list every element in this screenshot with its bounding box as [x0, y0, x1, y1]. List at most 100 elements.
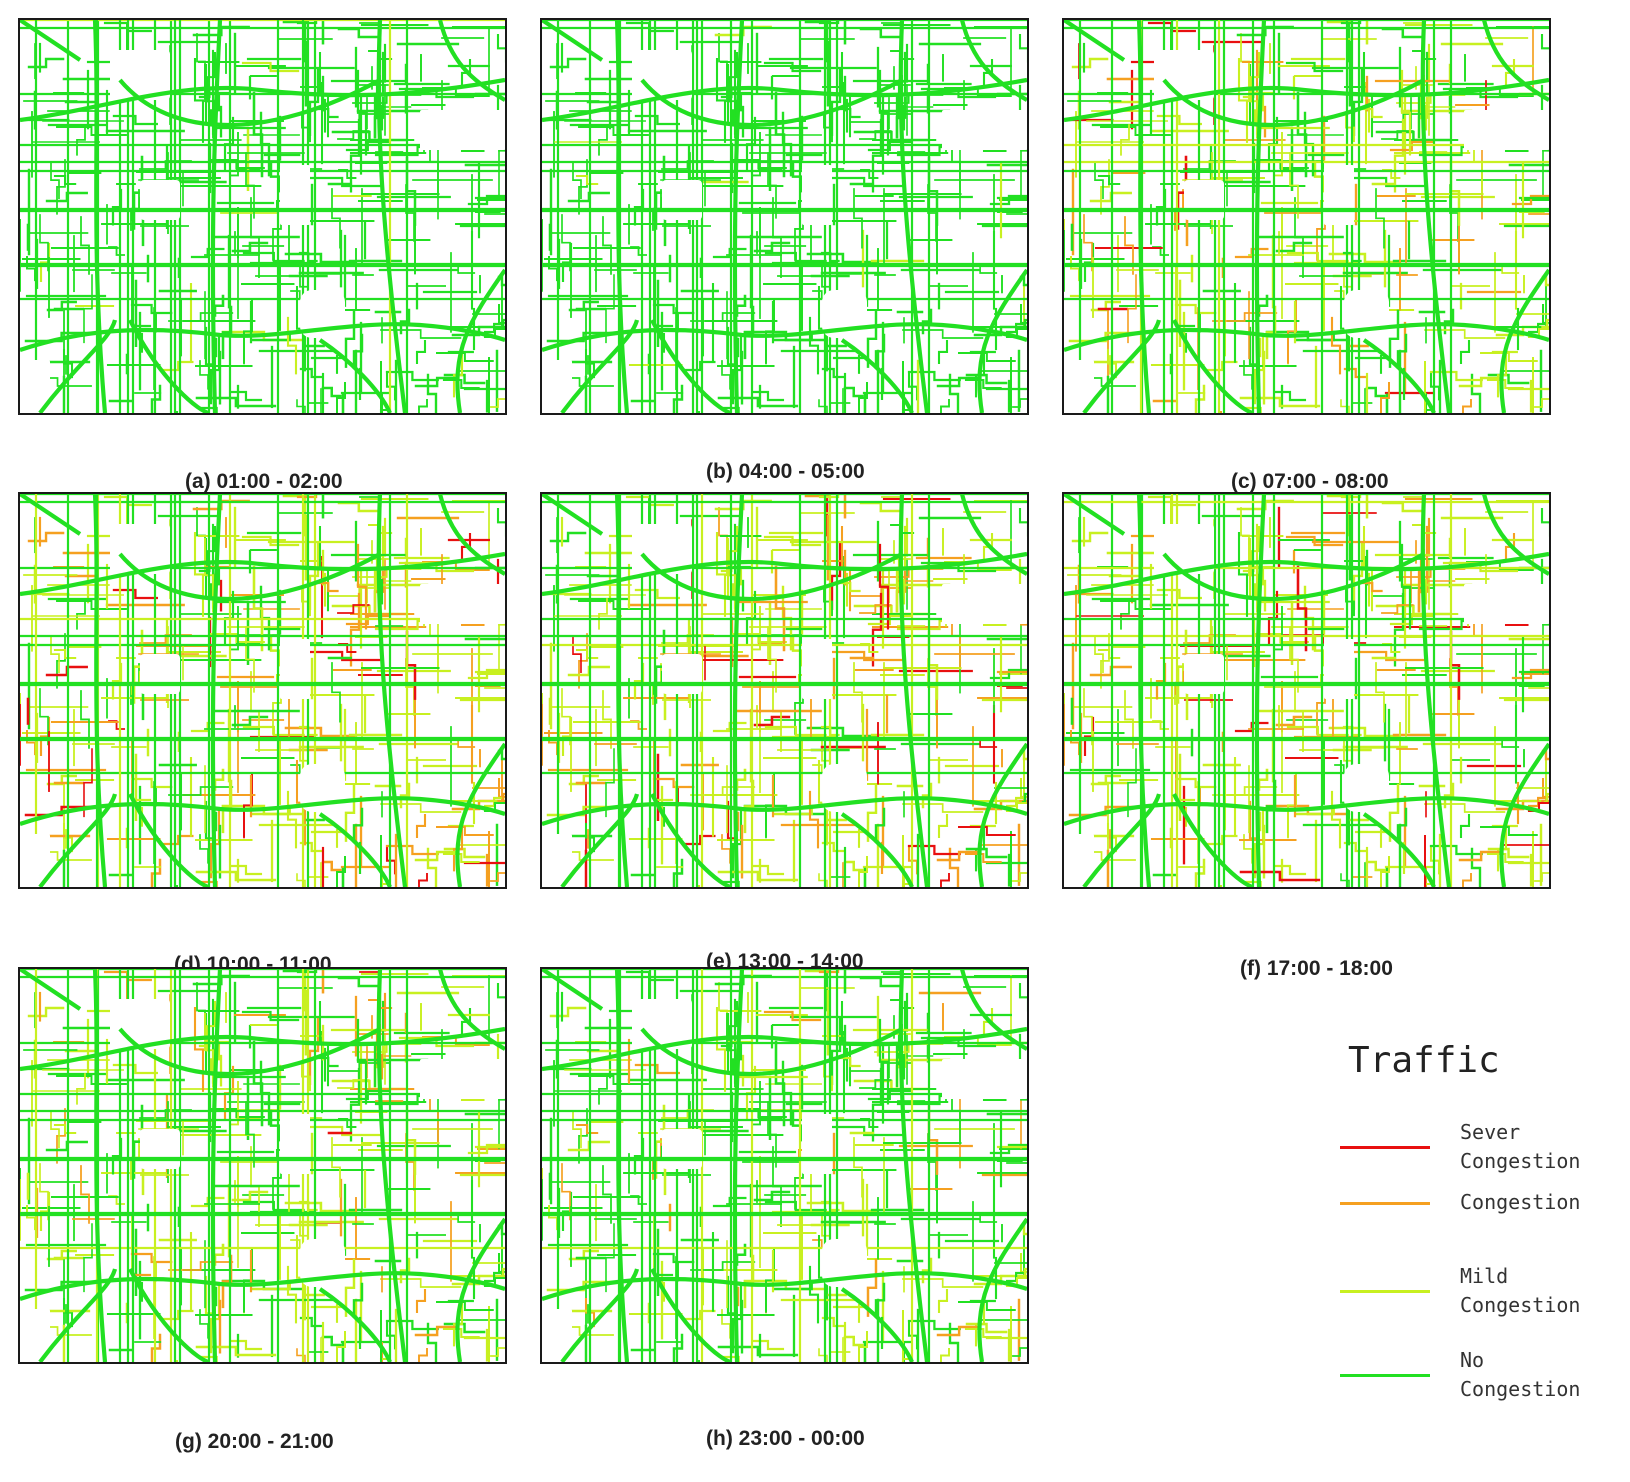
road-segment: [578, 126, 649, 136]
road-segment: [818, 873, 828, 887]
arterial-road: [542, 796, 1027, 826]
road-map-f: [1062, 492, 1551, 889]
road-segment: [296, 399, 306, 413]
road-segment: [45, 1140, 88, 1152]
road-segment: [1071, 531, 1109, 543]
road-segment: [162, 1309, 194, 1321]
road-segment: [548, 256, 558, 282]
road-segment: [690, 786, 756, 796]
road-segment: [241, 61, 300, 73]
road-segment: [767, 1101, 777, 1168]
road-segment: [729, 1107, 787, 1119]
open-area: [942, 1059, 1027, 1099]
road-segment: [299, 1316, 324, 1328]
road-segment: [436, 826, 494, 836]
open-area: [822, 764, 867, 812]
road-segment: [426, 847, 438, 887]
road-segment: [958, 352, 1016, 362]
arterial-road: [318, 338, 392, 413]
road-segment: [299, 367, 324, 379]
road-segment: [39, 688, 49, 746]
road-segment: [839, 581, 861, 593]
road-segment: [53, 174, 77, 186]
road-segment: [853, 1137, 863, 1198]
legend-label-severe: Sever Congestion: [1460, 1120, 1581, 1173]
road-segment: [1375, 662, 1385, 723]
road-segment: [602, 216, 612, 275]
road-segment: [193, 57, 205, 143]
road-segment: [859, 27, 902, 39]
road-segment: [207, 1107, 265, 1119]
road-segment: [1083, 688, 1093, 746]
road-map-b: [540, 18, 1029, 415]
road-segment: [168, 1261, 234, 1271]
road-segment: [561, 688, 571, 746]
road-segment: [715, 531, 727, 617]
road-segment: [598, 598, 608, 630]
road-segment: [1486, 378, 1524, 390]
road-segment: [859, 130, 892, 140]
road-segment: [1070, 730, 1080, 756]
road-segment: [1097, 648, 1121, 660]
arterial-road: [840, 338, 914, 413]
road-map-h: [540, 967, 1029, 1364]
road-segment: [245, 626, 255, 693]
road-segment: [858, 856, 868, 887]
road-segment: [729, 632, 787, 644]
road-segment: [56, 600, 127, 610]
arterial-road: [840, 812, 914, 887]
road-segment: [321, 1335, 342, 1347]
road-map-d: [18, 492, 507, 889]
road-segment: [843, 1335, 864, 1347]
road-segment: [426, 373, 438, 413]
road-segment: [859, 604, 892, 614]
road-segment: [286, 316, 298, 375]
road-segment: [1540, 33, 1549, 63]
arterial-road: [1082, 793, 1162, 887]
open-area: [1344, 290, 1389, 338]
road-segment: [245, 152, 255, 219]
arterial-road: [376, 494, 408, 887]
road-segment: [336, 1331, 346, 1362]
road-segment: [921, 782, 933, 809]
arterial-road: [20, 322, 505, 352]
road-segment: [948, 373, 960, 413]
road-segment: [1071, 57, 1109, 69]
arterial-road: [20, 796, 505, 826]
open-area: [280, 1114, 310, 1174]
road-segment: [1296, 91, 1308, 178]
road-segment: [168, 786, 234, 796]
road-segment: [858, 1331, 868, 1362]
road-segment: [27, 1006, 65, 1018]
open-area: [1464, 584, 1549, 624]
open-area: [20, 834, 50, 887]
road-segment: [130, 303, 173, 315]
road-segment: [352, 1282, 364, 1318]
road-segment: [26, 730, 36, 756]
road-segment: [690, 1261, 756, 1271]
road-segment: [902, 329, 984, 339]
road-segment: [1540, 507, 1549, 537]
road-segment: [385, 370, 439, 382]
road-segment: [907, 844, 961, 856]
road-segment: [56, 1075, 127, 1085]
open-area: [280, 165, 310, 225]
open-area: [802, 165, 832, 225]
road-segment: [575, 648, 599, 660]
arterial-road: [840, 1287, 914, 1362]
road-segment: [436, 352, 494, 362]
road-segment: [634, 1063, 680, 1075]
road-segment: [162, 834, 194, 846]
road-segment: [964, 1327, 1002, 1339]
arterial-road: [118, 1027, 382, 1077]
arterial-road: [38, 319, 118, 413]
arterial-road: [318, 812, 392, 887]
road-segment: [964, 852, 1002, 864]
road-segment: [1365, 386, 1386, 398]
road-segment: [331, 662, 341, 723]
road-segment: [936, 850, 982, 862]
arterial-road: [92, 20, 108, 413]
road-segment: [45, 191, 88, 203]
road-segment: [1097, 174, 1121, 186]
road-segment: [415, 339, 427, 364]
